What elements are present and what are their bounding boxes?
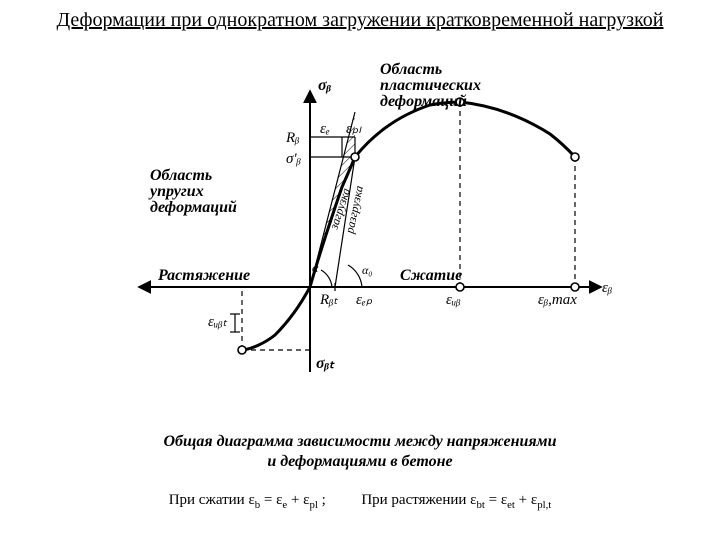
caption-line1: Общая диаграмма зависимости между напряж… <box>163 433 556 450</box>
pt-tension-end <box>238 346 246 354</box>
lbl-eps-ub: εᵤᵦ <box>446 292 461 308</box>
lbl-Rbt: Rᵦₜ <box>319 292 338 308</box>
caption-line2: и деформациями в бетоне <box>267 453 452 470</box>
formula-row: При сжатии εb = εe + εpl ; При растяжени… <box>0 492 720 511</box>
lbl-alpha: α <box>312 261 319 275</box>
lbl-eps-pl: εₚₗ <box>346 121 362 137</box>
lbl-alpha0: α₀ <box>362 263 372 277</box>
formula-tension: При растяжении εbt = εet + εpl,t <box>361 492 551 508</box>
lbl-eps-b-axis: εᵦ <box>602 280 612 296</box>
pt-eps-ub <box>456 283 464 291</box>
formula-compress: При сжатии εb = εe + εpl ; <box>169 492 330 508</box>
lbl-eps-ubt: εᵤᵦₜ <box>208 314 228 330</box>
tension-curve <box>242 287 310 350</box>
lbl-sigma-bt: σᵦₜ <box>316 355 335 372</box>
lbl-sigma-b: σᵦ <box>318 77 332 94</box>
slide-title: Деформации при однократном загружении кр… <box>0 8 720 33</box>
lbl-eps-e: εₑ <box>320 121 330 137</box>
pt-sigmabp <box>351 153 359 161</box>
alpha-arc <box>321 270 332 287</box>
lbl-Rb: Rᵦ <box>285 130 299 146</box>
lbl-compress: Сжатие <box>400 267 462 284</box>
alpha0-arc <box>348 265 362 287</box>
lbl-tension: Растяжение <box>157 267 250 284</box>
stress-strain-diagram: σᵦ Rᵦ σ′ᵦ εₑ εₚₗ Область пластических де… <box>80 62 640 422</box>
diagram-caption: Общая диаграмма зависимости между напряж… <box>0 432 720 472</box>
lbl-eps-ep: εₑₚ <box>356 292 373 308</box>
pt-end-compress <box>571 153 579 161</box>
pt-eps-bmax <box>571 283 579 291</box>
lbl-eps-bmax: εᵦ,max <box>538 292 577 308</box>
lbl-elastic-region: Область упругих деформаций <box>148 167 237 216</box>
lbl-sigmabp: σ′ᵦ <box>286 151 301 167</box>
